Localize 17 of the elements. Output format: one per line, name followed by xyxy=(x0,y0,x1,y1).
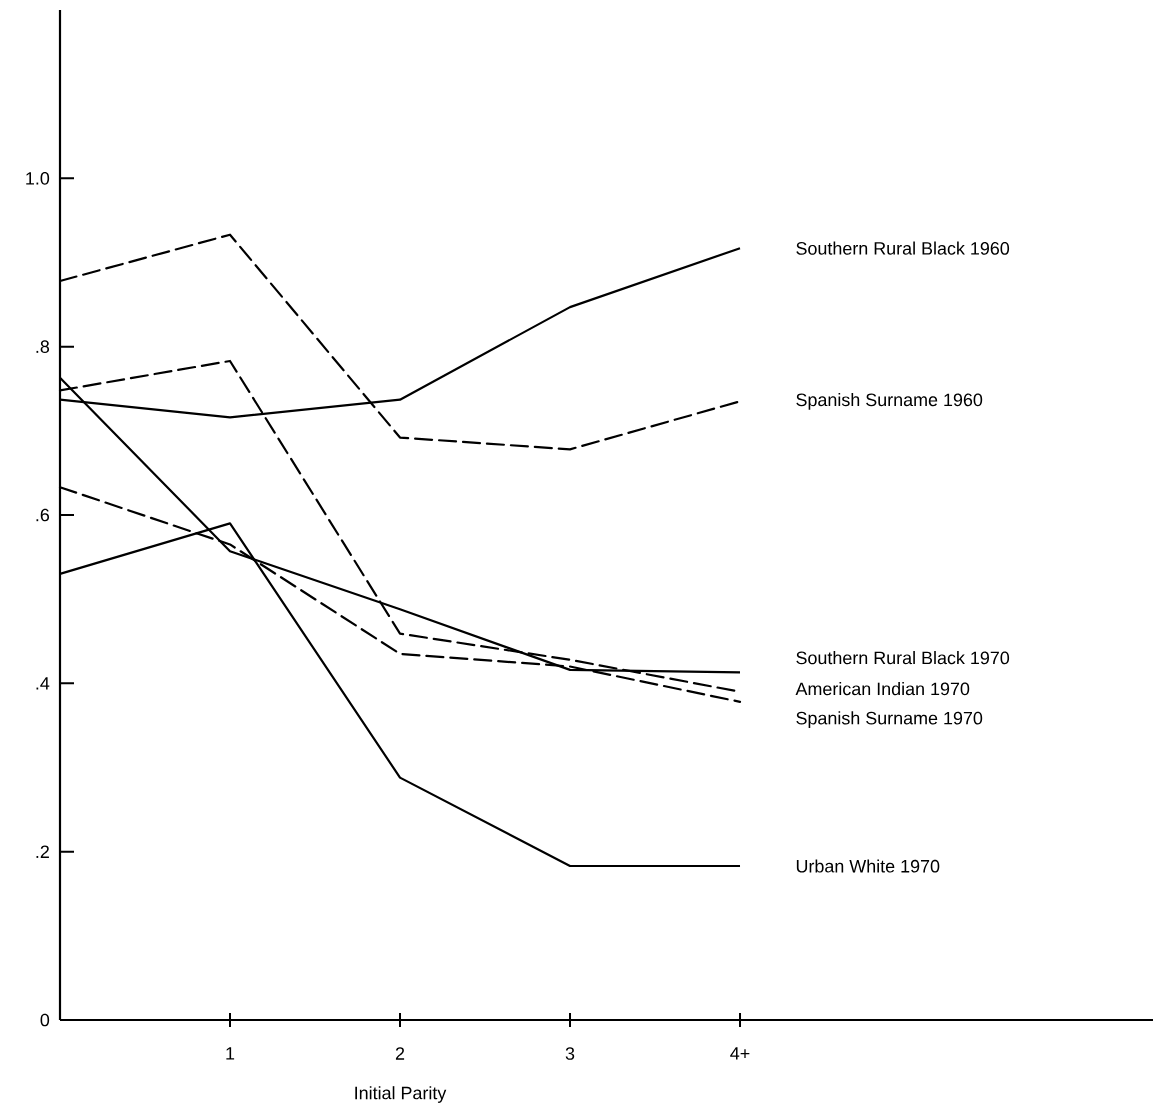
text: Spanish Surname 1970 xyxy=(796,711,983,729)
x-tick-label: 4+ xyxy=(730,1047,750,1060)
x-tick-label: 2 xyxy=(395,1047,405,1060)
x-tick-label: 3 xyxy=(565,1047,575,1060)
y-tick-label: .2 xyxy=(36,845,49,858)
y-tick-label: .4 xyxy=(36,677,50,690)
text: American Indian 1970 xyxy=(795,682,970,696)
text: Southern Rural Black 1960 xyxy=(796,241,1010,255)
text: Spanish Surname 1960 xyxy=(796,393,983,410)
text: Urban White 1970 xyxy=(796,859,940,873)
text: Southern Rural Black 1970 xyxy=(796,651,1010,665)
y-tick-label: .8 xyxy=(36,340,50,354)
y-tick-label: .6 xyxy=(36,508,50,522)
y-tick-label: 0 xyxy=(40,1013,50,1027)
x-axis-title: Initial Parity xyxy=(355,1086,447,1103)
y-tick-label: 1.0 xyxy=(26,171,50,185)
x-tick-label: 1 xyxy=(226,1047,235,1060)
